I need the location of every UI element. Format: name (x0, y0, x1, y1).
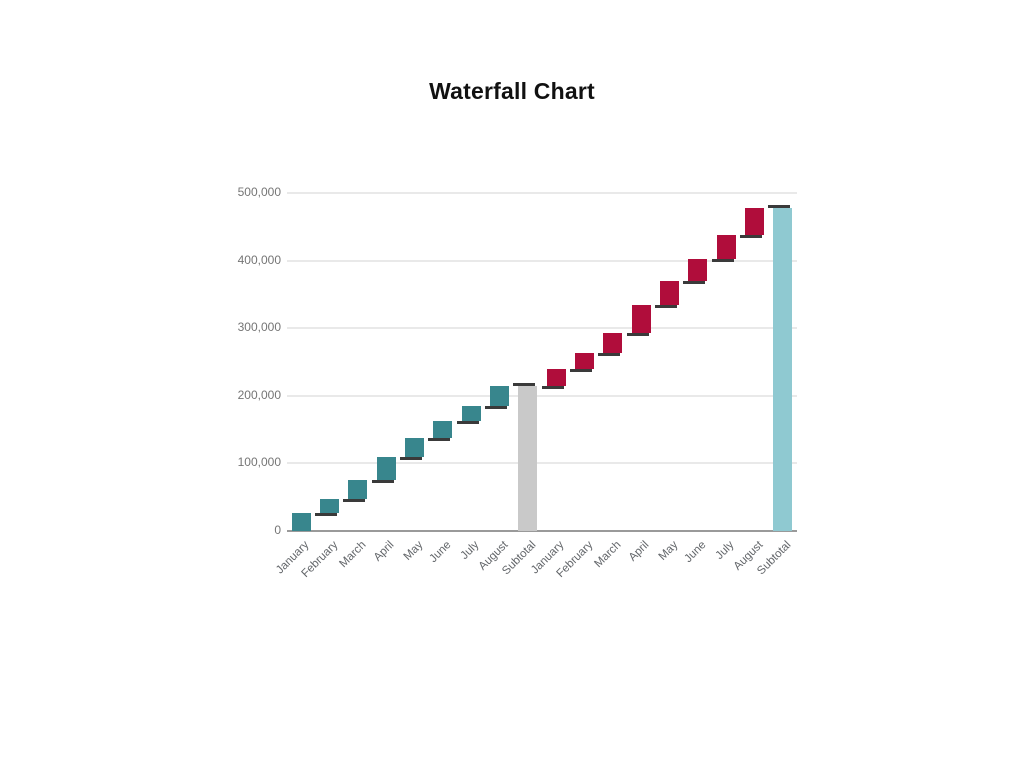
bar-may-13[interactable] (660, 280, 679, 305)
bar-subtotal-17[interactable] (773, 207, 793, 531)
gridline (287, 462, 797, 465)
gridline (287, 394, 797, 397)
x-axis-line (287, 530, 797, 532)
gridline (287, 192, 797, 194)
connector-tick (541, 386, 564, 390)
y-tick-label: 100,000 (237, 455, 281, 470)
bar-june-5[interactable] (433, 421, 453, 439)
connector-tick (371, 480, 394, 484)
bar-march-2[interactable] (348, 480, 368, 500)
connector-tick (626, 332, 649, 336)
plot-area (287, 192, 797, 532)
bar-july-15[interactable] (716, 235, 736, 259)
connector-tick (740, 235, 762, 239)
y-tick-label: 200,000 (237, 387, 281, 402)
connector-tick (315, 513, 337, 517)
y-tick-label: 400,000 (237, 252, 281, 267)
connector-tick (513, 383, 536, 387)
connector-tick (485, 405, 507, 409)
connector-tick (711, 258, 734, 262)
gridline (287, 259, 797, 262)
bar-may-4[interactable] (405, 438, 424, 458)
bar-january-9[interactable] (546, 369, 566, 387)
bar-june-14[interactable] (688, 258, 708, 281)
bar-february-10[interactable] (575, 352, 594, 370)
connector-tick (598, 352, 621, 356)
chart-title: Waterfall Chart (429, 78, 595, 104)
connector-tick (428, 438, 451, 442)
connector-tick (400, 457, 422, 461)
bar-february-1[interactable] (320, 499, 339, 514)
bar-january-0[interactable] (291, 513, 311, 531)
bar-april-12[interactable] (631, 304, 651, 333)
connector-tick (343, 499, 366, 503)
bar-august-7[interactable] (490, 386, 509, 406)
y-tick-label: 500,000 (237, 185, 281, 199)
connector-tick (683, 280, 706, 284)
connector-tick (768, 204, 791, 208)
connector-tick (456, 421, 479, 425)
gridline (287, 327, 797, 330)
bar-march-11[interactable] (603, 332, 623, 353)
connector-tick (655, 304, 677, 308)
connector-tick (570, 369, 592, 373)
y-tick-label: 300,000 (237, 320, 281, 335)
bar-subtotal-8[interactable] (518, 386, 538, 531)
bar-august-16[interactable] (745, 207, 764, 236)
bar-july-6[interactable] (461, 405, 481, 422)
bar-april-3[interactable] (376, 457, 396, 481)
y-tick-label: 0 (274, 523, 281, 537)
